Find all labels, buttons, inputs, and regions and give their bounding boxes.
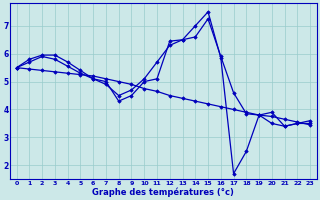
X-axis label: Graphe des températures (°c): Graphe des températures (°c) bbox=[92, 187, 234, 197]
